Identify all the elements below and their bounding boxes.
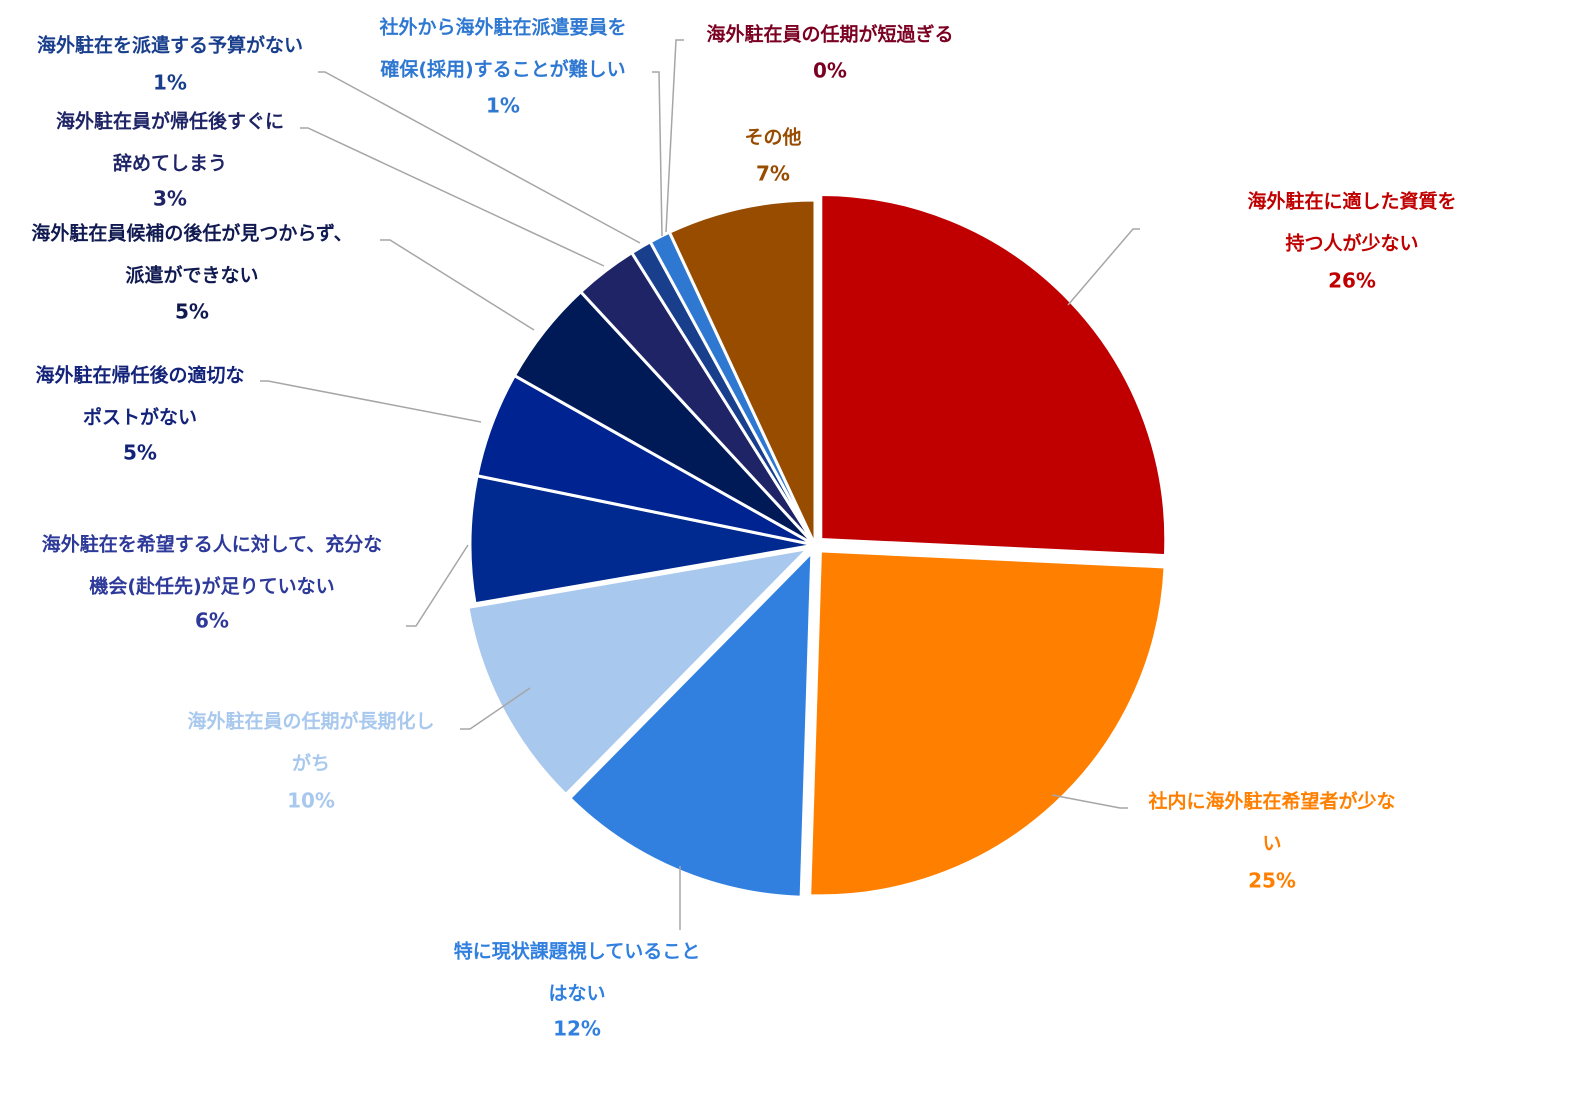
slice-label: 海外駐在員の任期が長期化し <box>187 710 434 733</box>
slice-value-label: 1% <box>153 71 187 95</box>
slice-label: 持つ人が少ない <box>1285 232 1418 255</box>
slice-label: 機会(赴任先)が足りていない <box>89 575 334 598</box>
pie-slice <box>568 550 814 899</box>
leader-line <box>665 39 684 233</box>
slice-label: 海外駐在員が帰任後すぐに <box>56 110 284 133</box>
slice-value-label: 7% <box>756 162 790 186</box>
leader-line <box>1051 794 1128 809</box>
pie-slice <box>819 192 1168 558</box>
slice-label: 海外駐在を派遣する予算がない <box>37 34 303 57</box>
slice-value-label: 12% <box>553 1017 601 1041</box>
slice-label: ポストがない <box>83 406 197 429</box>
slice-label: がち <box>292 752 330 775</box>
leader-line <box>300 127 605 267</box>
slice-label: 確保(採用)することが難しい <box>380 58 625 81</box>
slice-label: 海外駐在帰任後の適切な <box>35 364 244 387</box>
leader-line <box>380 239 535 331</box>
pie-slice <box>808 549 1167 898</box>
slice-label: 海外駐在を希望する人に対して、充分な <box>42 533 382 556</box>
slice-label: 派遣ができない <box>125 264 258 287</box>
pie-slice <box>466 547 810 797</box>
slice-value-label: 5% <box>175 300 209 324</box>
slice-value-label: 26% <box>1328 269 1376 293</box>
slice-value-label: 5% <box>123 441 157 465</box>
leader-line <box>318 71 641 244</box>
pie-slices <box>466 192 1168 899</box>
slice-label: 海外駐在に適した資質を <box>1247 190 1456 213</box>
leader-line <box>406 544 469 627</box>
pie-slice <box>468 474 817 606</box>
slice-label: はない <box>548 983 605 1005</box>
slice-label: い <box>1262 833 1281 855</box>
leader-lines <box>260 39 1140 930</box>
leader-line <box>460 687 531 730</box>
slice-value-label: 0% <box>813 59 847 83</box>
slice-label: 海外駐在員の任期が短過ぎる <box>706 23 953 46</box>
slice-label: 海外駐在員候補の後任が見つからず、 <box>31 222 352 245</box>
slice-value-label: 6% <box>195 609 229 633</box>
pie-slice <box>667 198 817 547</box>
slice-value-label: 10% <box>287 789 335 813</box>
slice-label: 辞めてしまう <box>113 152 227 175</box>
leader-line <box>1067 228 1140 306</box>
slice-label: 社外から海外駐在派遣要員を <box>378 16 626 39</box>
leader-line <box>260 380 482 423</box>
slice-value-label: 25% <box>1248 869 1296 893</box>
leader-line <box>652 71 663 237</box>
slice-value-label: 1% <box>486 94 520 118</box>
slice-label: 特に現状課題視していること <box>454 940 700 963</box>
slice-value-label: 3% <box>153 187 187 211</box>
slice-label: 社内に海外駐在希望者が少な <box>1147 790 1395 813</box>
slice-label: その他 <box>744 126 801 149</box>
